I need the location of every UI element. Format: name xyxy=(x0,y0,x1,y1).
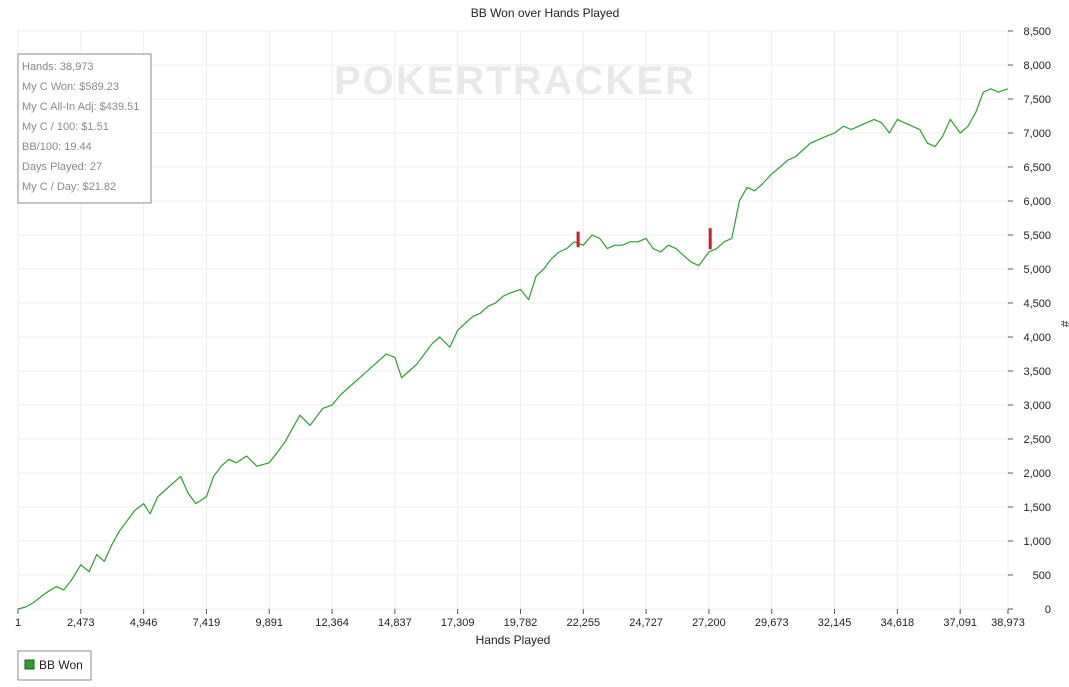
stats-line: My C Won: $589.23 xyxy=(22,81,119,93)
y-tick-label: 2,500 xyxy=(1023,434,1051,446)
grid xyxy=(17,30,1009,610)
stats-line: My C / Day: $21.82 xyxy=(22,181,116,193)
stats-line: My C / 100: $1.51 xyxy=(22,121,109,133)
y-tick-label: 0 xyxy=(1045,604,1051,616)
y-tick-label: 7,500 xyxy=(1023,94,1051,106)
marker-layer xyxy=(576,228,712,250)
x-axis-title: Hands Played xyxy=(476,633,551,647)
y-tick-label: 2,000 xyxy=(1023,468,1051,480)
y-axis-title: # xyxy=(1058,321,1069,328)
x-tick-label: 7,419 xyxy=(193,617,221,629)
watermark-logo: POKERTRACKER xyxy=(334,59,696,103)
x-tick-label: 32,145 xyxy=(818,617,852,629)
series-layer xyxy=(17,88,1009,610)
y-tick-label: 1,500 xyxy=(1023,502,1051,514)
y-tick-label: 8,500 xyxy=(1023,26,1051,38)
chart-title: BB Won over Hands Played xyxy=(471,6,620,20)
x-tick-label: 12,364 xyxy=(315,617,349,629)
x-tick-label: 19,782 xyxy=(504,617,538,629)
y-tick-label: 8,000 xyxy=(1023,60,1051,72)
x-tick-label: 1 xyxy=(15,617,21,629)
legend-swatch-bb-won xyxy=(24,659,35,670)
stats-line: BB/100: 19.44 xyxy=(22,141,92,153)
y-tick-label: 5,000 xyxy=(1023,264,1051,276)
x-axis: 1 2,473 4,946 7,419 9,891 12,364 14,837 17,309 1… xyxy=(15,609,1025,629)
series-line-bb-won xyxy=(17,88,1009,610)
y-tick-label: 3,500 xyxy=(1023,366,1051,378)
y-tick-label: 5,500 xyxy=(1023,230,1051,242)
x-tick-label: 14,837 xyxy=(378,617,412,629)
x-tick-label: 17,309 xyxy=(441,617,475,629)
x-tick-label: 9,891 xyxy=(255,617,283,629)
x-tick-label: 2,473 xyxy=(67,617,95,629)
stats-line: Days Played: 27 xyxy=(22,161,102,173)
x-tick-label: 27,200 xyxy=(692,617,726,629)
y-tick-label: 3,000 xyxy=(1023,400,1051,412)
y-axis: 0 500 1,000 1,500 2,000 2,500 3,000 3,500 4,000 4… xyxy=(1008,26,1051,616)
x-tick-label: 4,946 xyxy=(130,617,158,629)
x-tick-label: 22,255 xyxy=(566,617,600,629)
stats-line: My C All-In Adj: $439.51 xyxy=(22,101,139,113)
legend: BB Won xyxy=(17,650,92,681)
x-tick-label: 37,091 xyxy=(943,617,977,629)
stats-box: Hands: 38,973 My C Won: $589.23 My C All-I… xyxy=(17,53,152,204)
y-tick-label: 7,000 xyxy=(1023,128,1051,140)
plot-area xyxy=(17,30,1009,610)
y-tick-label: 4,500 xyxy=(1023,298,1051,310)
legend-label-bb-won: BB Won xyxy=(39,658,83,672)
x-tick-label: 29,673 xyxy=(755,617,789,629)
y-tick-label: 1,000 xyxy=(1023,536,1051,548)
y-tick-label: 4,000 xyxy=(1023,332,1051,344)
x-tick-label: 24,727 xyxy=(629,617,663,629)
stats-line: Hands: 38,973 xyxy=(22,61,94,73)
y-tick-label: 500 xyxy=(1033,570,1051,582)
x-tick-label: 38,973 xyxy=(991,617,1025,629)
x-tick-label: 34,618 xyxy=(881,617,915,629)
y-tick-label: 6,500 xyxy=(1023,162,1051,174)
y-tick-label: 6,000 xyxy=(1023,196,1051,208)
